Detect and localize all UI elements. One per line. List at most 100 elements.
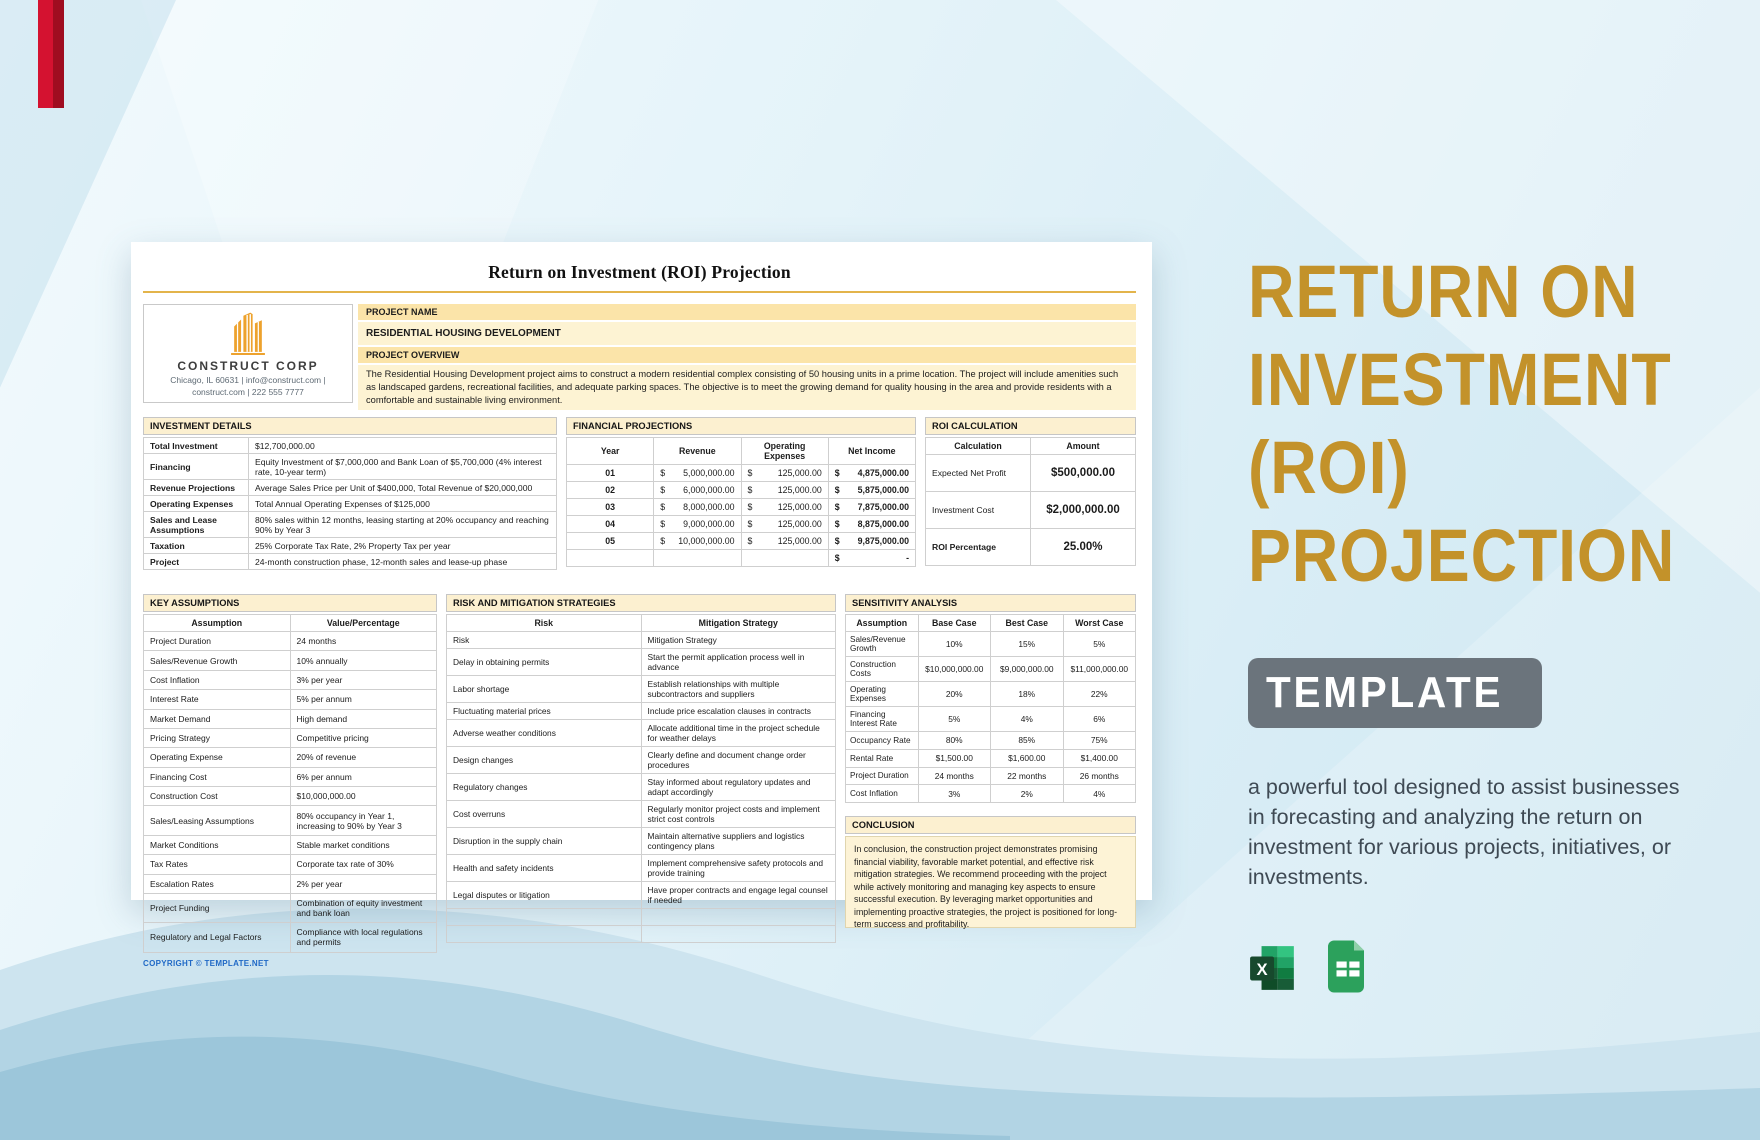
document-preview-card: Return on Investment (ROI) Projection bbox=[131, 242, 1152, 968]
table-row: Health and safety incidents Implement co… bbox=[446, 854, 836, 882]
project-overview-text: The Residential Housing Development proj… bbox=[358, 365, 1136, 411]
table-row: Legal disputes or litigation Have proper… bbox=[446, 881, 836, 909]
gold-divider bbox=[143, 291, 1136, 293]
table-row: Sales and Lease Assumptions 80% sales wi… bbox=[143, 511, 557, 538]
table-row: Operating Expense 20% of revenue bbox=[143, 747, 437, 768]
conclusion-text: In conclusion, the construction project … bbox=[845, 836, 1136, 929]
table-row: ROI Percentage 25.00% bbox=[925, 528, 1136, 566]
key-assumptions-table: Assumption Value/Percentage Project Durat… bbox=[143, 614, 437, 953]
table-row: Regulatory changes Stay informed about r… bbox=[446, 773, 836, 801]
table-row: Risk Mitigation Strategy bbox=[446, 631, 836, 649]
risk-mitigation-section: RISK AND MITIGATION STRATEGIES Risk Mitig… bbox=[446, 594, 836, 943]
table-row: Interest Rate 5% per annum bbox=[143, 689, 437, 710]
table-row: Regulatory and Legal Factors Compliance … bbox=[143, 922, 437, 953]
key-assumptions-section: KEY ASSUMPTIONS Assumption Value/Percenta… bbox=[143, 594, 437, 971]
table-header-row: Risk Mitigation Strategy bbox=[446, 614, 836, 632]
table-row: 05 $10,000,000.00 $125,000.00 $9,875,000… bbox=[565, 532, 917, 550]
table-row: Operating Expenses 20% 18% 22% bbox=[845, 681, 1136, 707]
financial-projections-table: Year Revenue Operating Expenses Net Income … bbox=[565, 437, 917, 567]
table-header-row: Calculation Amount bbox=[925, 437, 1136, 455]
investment-details-section: INVESTMENT DETAILS Total Investment $12,… bbox=[143, 417, 557, 570]
promo-panel: RETURN ON INVESTMENT (ROI) PROJECTION TEMPL… bbox=[1248, 248, 1718, 993]
table-row: Project 24-month construction phase, 12-… bbox=[143, 553, 557, 570]
table-row: Adverse weather conditions Allocate addi… bbox=[446, 719, 836, 747]
table-row: Financing Interest Rate 5% 4% 6% bbox=[845, 706, 1136, 732]
table-row: Pricing Strategy Competitive pricing bbox=[143, 727, 437, 749]
roi-calculation-section: ROI CALCULATION Calculation Amount Expect… bbox=[925, 417, 1136, 566]
table-row: Occupancy Rate 80% 85% 75% bbox=[845, 731, 1136, 750]
investment-details-table: Total Investment $12,700,000.00 Financin… bbox=[143, 437, 557, 570]
table-row: Cost Inflation 3% per year bbox=[143, 669, 437, 691]
project-name-label: PROJECT NAME bbox=[358, 304, 1136, 320]
company-contact: Chicago, IL 60631 | info@construct.com |… bbox=[170, 375, 326, 398]
table-row: Total Investment $12,700,000.00 bbox=[143, 437, 557, 454]
project-name-value: RESIDENTIAL HOUSING DEVELOPMENT bbox=[358, 322, 1136, 345]
sensitivity-analysis-section: SENSITIVITY ANALYSIS Assumption Base Case… bbox=[845, 594, 1136, 804]
file-format-icons: X bbox=[1248, 940, 1718, 993]
table-row: Market Demand High demand bbox=[143, 708, 437, 729]
promo-description: a powerful tool designed to assist busin… bbox=[1248, 775, 1680, 889]
table-row: 04 $9,000,000.00 $125,000.00 $8,875,000.… bbox=[565, 515, 917, 533]
table-row: Expected Net Profit $500,000.00 bbox=[925, 454, 1136, 492]
wave-decoration bbox=[0, 908, 1760, 1140]
table-row: Market Conditions Stable market conditio… bbox=[143, 834, 437, 856]
table-row: $ - bbox=[565, 549, 917, 567]
table-row: Investment Cost $2,000,000.00 bbox=[925, 491, 1136, 529]
table-row: Sales/Revenue Growth 10% 15% 5% bbox=[845, 631, 1136, 657]
table-row: Disruption in the supply chain Maintain … bbox=[446, 827, 836, 855]
section-title: CONCLUSION bbox=[845, 816, 1136, 835]
company-name: CONSTRUCT CORP bbox=[177, 359, 319, 374]
document-title: Return on Investment (ROI) Projection bbox=[488, 262, 791, 282]
table-row: Financing Equity Investment of $7,000,00… bbox=[143, 453, 557, 480]
table-row: 03 $8,000,000.00 $125,000.00 $7,875,000.… bbox=[565, 498, 917, 516]
table-row bbox=[446, 908, 836, 926]
section-title: SENSITIVITY ANALYSIS bbox=[845, 594, 1136, 612]
sensitivity-analysis-table: Assumption Base Case Best Case Worst Case S… bbox=[845, 614, 1136, 804]
table-row: Project Duration 24 months 22 months 26 … bbox=[845, 766, 1136, 786]
table-header-row: Assumption Base Case Best Case Worst Case bbox=[845, 614, 1136, 632]
table-header-row: Year Revenue Operating Expenses Net Income bbox=[565, 437, 917, 465]
table-row: Cost overruns Regularly monitor project … bbox=[446, 800, 836, 828]
table-row: Fluctuating material prices Include pric… bbox=[446, 702, 836, 720]
section-title: FINANCIAL PROJECTIONS bbox=[566, 417, 916, 435]
excel-icon[interactable]: X bbox=[1248, 943, 1298, 993]
roi-calculation-table: Calculation Amount Expected Net Profit $5… bbox=[925, 437, 1136, 566]
table-row: Escalation Rates 2% per year bbox=[143, 873, 437, 894]
section-title: INVESTMENT DETAILS bbox=[143, 417, 557, 435]
conclusion-section: CONCLUSION In conclusion, the constructi… bbox=[845, 816, 1136, 929]
table-row: Operating Expenses Total Annual Operatin… bbox=[143, 495, 557, 512]
promo-title: RETURN ON INVESTMENT (ROI) PROJECTION bbox=[1248, 250, 1676, 597]
table-row: Construction Costs $10,000,000.00 $9,000… bbox=[845, 656, 1136, 682]
risk-mitigation-table: Risk Mitigation Strategy Risk Mitigation … bbox=[446, 614, 836, 943]
table-row: Project Funding Combination of equity in… bbox=[143, 892, 437, 924]
table-row: Delay in obtaining permits Start the per… bbox=[446, 648, 836, 676]
table-row: Cost Inflation 3% 2% 4% bbox=[845, 784, 1136, 804]
section-title: RISK AND MITIGATION STRATEGIES bbox=[446, 594, 836, 612]
table-row: Project Duration 24 months bbox=[143, 630, 437, 652]
table-row: Design changes Clearly define and docume… bbox=[446, 746, 836, 774]
template-badge: TEMPLATE bbox=[1248, 658, 1542, 728]
table-row: Taxation 25% Corporate Tax Rate, 2% Prop… bbox=[143, 537, 557, 554]
table-row: Construction Cost $10,000,000.00 bbox=[143, 785, 437, 807]
table-row: Labor shortage Establish relationships w… bbox=[446, 675, 836, 703]
table-row bbox=[446, 925, 836, 943]
table-row: 01 $5,000,000.00 $125,000.00 $4,875,000.… bbox=[565, 464, 917, 482]
section-title: ROI CALCULATION bbox=[925, 417, 1136, 435]
table-row: 02 $6,000,000.00 $125,000.00 $5,875,000.… bbox=[565, 481, 917, 499]
financial-projections-section: FINANCIAL PROJECTIONS Year Revenue Operati… bbox=[565, 417, 917, 567]
document-header: CONSTRUCT CORP Chicago, IL 60631 | info@… bbox=[143, 304, 1136, 411]
table-header-row: Assumption Value/Percentage bbox=[143, 614, 437, 632]
red-ribbon bbox=[38, 0, 64, 108]
project-overview-label: PROJECT OVERVIEW bbox=[358, 347, 1136, 363]
copyright-link[interactable]: COPYRIGHT © TEMPLATE.NET bbox=[143, 958, 269, 968]
svg-text:X: X bbox=[1257, 960, 1268, 979]
google-sheets-icon[interactable] bbox=[1328, 940, 1368, 993]
table-row: Revenue Projections Average Sales Price … bbox=[143, 479, 557, 496]
table-row: Financing Cost 6% per annum bbox=[143, 766, 437, 788]
section-title: KEY ASSUMPTIONS bbox=[143, 594, 437, 612]
buildings-logo-icon bbox=[231, 312, 265, 355]
table-row: Tax Rates Corporate tax rate of 30% bbox=[143, 854, 437, 875]
company-logo-cell: CONSTRUCT CORP Chicago, IL 60631 | info@… bbox=[143, 304, 353, 403]
table-row: Sales/Leasing Assumptions 80% occupancy … bbox=[143, 805, 437, 836]
table-row: Sales/Revenue Growth 10% annually bbox=[143, 650, 437, 671]
